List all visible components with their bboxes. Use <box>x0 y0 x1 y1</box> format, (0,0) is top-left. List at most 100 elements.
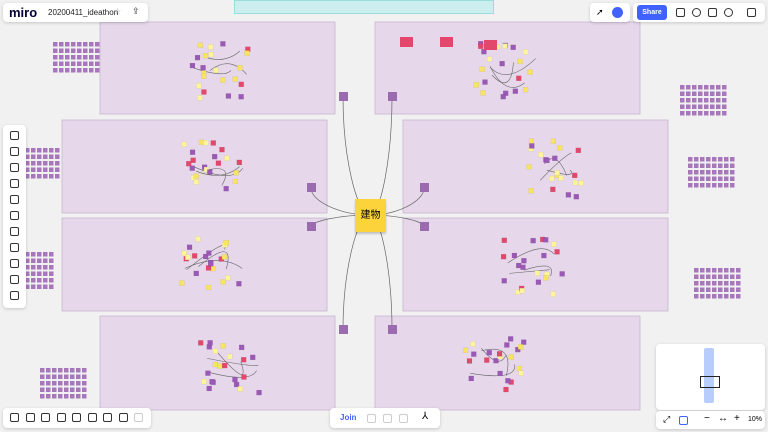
center-sticky-note[interactable]: 建物 <box>355 199 386 232</box>
tool-icon[interactable] <box>10 163 19 172</box>
branch-sticky <box>339 92 348 101</box>
sticky-cluster <box>53 48 58 53</box>
star-icon[interactable]: ☆ <box>114 7 122 16</box>
map-icon[interactable] <box>679 416 688 425</box>
sticky-note <box>207 44 214 50</box>
sticky-cluster <box>49 252 54 257</box>
sticky-note <box>522 87 529 93</box>
mind-map-branch <box>342 96 371 216</box>
tool-icon[interactable] <box>10 179 19 188</box>
sticky-note <box>528 188 534 194</box>
sticky-cluster <box>83 68 88 73</box>
mind-map-branch <box>342 214 371 331</box>
app-icon[interactable] <box>25 413 35 422</box>
sticky-cluster <box>712 163 717 168</box>
sticky-cluster <box>49 284 54 289</box>
sticky-cluster <box>692 104 697 109</box>
app-icon[interactable] <box>72 413 81 422</box>
menu-icon[interactable] <box>747 8 756 17</box>
board-name[interactable]: 20200411_ideathon <box>48 8 119 17</box>
sticky-cluster <box>706 268 711 273</box>
sticky-cluster <box>77 68 82 73</box>
sticky-cluster <box>40 374 45 379</box>
zoom-fit[interactable]: ↔ <box>718 413 728 424</box>
app-icon[interactable] <box>10 413 19 422</box>
tool-icon[interactable] <box>10 147 19 156</box>
sticky-cluster <box>70 394 75 399</box>
app-icon[interactable] <box>118 413 128 422</box>
sticky-note <box>250 354 256 361</box>
sticky-cluster <box>76 387 81 392</box>
connector <box>470 364 515 377</box>
sticky-note <box>462 347 469 353</box>
tool-icon[interactable] <box>10 243 19 252</box>
connector <box>546 169 572 175</box>
sticky-cluster <box>694 176 699 181</box>
tool-icon[interactable] <box>10 275 19 284</box>
search-icon[interactable] <box>724 8 733 17</box>
sticky-cluster <box>694 281 699 286</box>
sticky-cluster <box>686 91 691 96</box>
sticky-cluster <box>89 68 94 73</box>
sticky-note <box>181 141 187 148</box>
logo[interactable]: miro <box>9 5 38 20</box>
sticky-cluster <box>706 274 711 279</box>
tool-icon[interactable] <box>10 227 19 236</box>
zoom-out[interactable]: − <box>704 413 710 424</box>
notifications-icon[interactable] <box>708 8 717 17</box>
sticky-cluster <box>43 174 48 179</box>
app-icon[interactable] <box>103 413 112 422</box>
sticky-cluster <box>680 104 685 109</box>
cursor-icon[interactable]: ➚ <box>596 7 604 17</box>
sticky-note <box>543 275 549 281</box>
sticky-cluster <box>83 61 88 66</box>
fit-icon[interactable]: ⤢ <box>663 414 671 424</box>
sticky-cluster <box>712 294 717 299</box>
sticky-cluster <box>43 265 48 270</box>
sticky-note <box>550 138 557 144</box>
tool-icon[interactable] <box>10 259 19 268</box>
sticky-cluster <box>716 111 721 116</box>
sticky-note <box>505 378 511 384</box>
sticky-cluster <box>718 176 723 181</box>
sticky-cluster <box>59 48 64 53</box>
app-icon[interactable] <box>87 413 97 422</box>
sticky-cluster <box>65 48 70 53</box>
sticky-note <box>535 279 542 285</box>
sticky-note <box>208 51 214 58</box>
sticky-cluster <box>49 278 54 283</box>
sticky-note <box>227 353 233 360</box>
sticky-note <box>238 344 245 351</box>
avatar[interactable] <box>612 7 623 18</box>
export-icon[interactable]: ⇪ <box>132 6 140 16</box>
app-icon[interactable] <box>41 413 50 422</box>
tool-icon[interactable] <box>10 131 19 140</box>
learn-icon[interactable] <box>692 8 701 17</box>
app-icon[interactable] <box>134 413 143 422</box>
branch-sticky <box>388 325 397 334</box>
zoom-in[interactable]: + <box>734 413 740 424</box>
tool-icon[interactable] <box>10 211 19 220</box>
minimap-viewport <box>700 376 720 388</box>
sticky-cluster <box>89 42 94 47</box>
share-button[interactable]: Share <box>637 5 667 20</box>
sticky-cluster <box>710 104 715 109</box>
sticky-cluster <box>698 85 703 90</box>
sticky-note <box>256 389 262 396</box>
settings-icon[interactable] <box>676 8 685 17</box>
sticky-cluster <box>58 368 63 373</box>
tool-icon[interactable] <box>10 291 19 300</box>
tool-icon[interactable] <box>10 195 19 204</box>
sticky-cluster <box>53 61 58 66</box>
minimap[interactable] <box>656 344 765 410</box>
sticky-cluster <box>706 281 711 286</box>
app-icon[interactable] <box>56 413 66 422</box>
sticky-cluster <box>31 174 36 179</box>
join-button[interactable]: Join <box>340 413 357 422</box>
mind-map-branch <box>369 214 393 331</box>
sticky-cluster <box>736 274 741 279</box>
sticky-cluster <box>95 48 100 53</box>
sticky-cluster <box>70 387 75 392</box>
zoom-level: 10% <box>748 416 763 423</box>
tree-icon[interactable]: ⅄ <box>422 411 429 422</box>
